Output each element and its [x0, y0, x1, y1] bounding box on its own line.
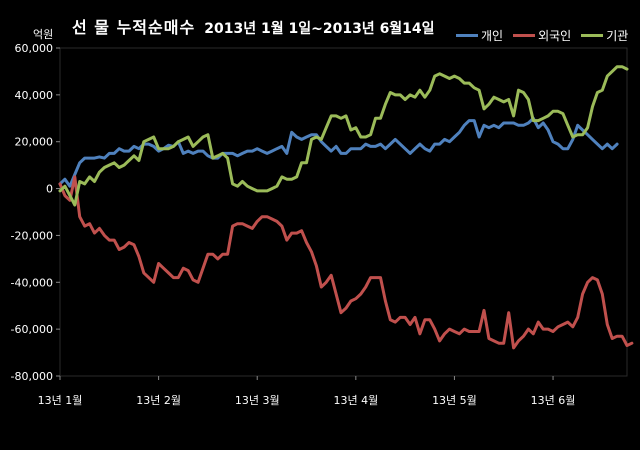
y-tick-label: -80,000: [11, 370, 53, 383]
y-tick-label: -20,000: [11, 229, 53, 242]
x-tick-label: 13년 2월: [136, 394, 181, 407]
chart-title-sub: 2013년 1월 1일~2013년 6월14일: [204, 21, 435, 37]
legend-item-individual: 개인: [456, 27, 503, 44]
x-tick-label: 13년 6월: [531, 394, 576, 407]
series-line-institution: [58, 65, 629, 207]
chart-title: 선 물 누적순매수 2013년 1월 1일~2013년 6월14일: [72, 14, 435, 38]
x-tick-label: 13년 3월: [235, 394, 280, 407]
legend-swatch-individual: [456, 34, 478, 37]
legend-item-foreign: 외국인: [513, 27, 571, 44]
x-axis: 13년 1월 13년 2월 13년 3월 13년 4월 13년 5월 13년 6월: [38, 376, 576, 407]
legend-swatch-institution: [581, 34, 604, 37]
y-tick-label: 0: [46, 183, 53, 196]
x-tick-label: 13년 1월: [38, 394, 83, 407]
y-tick-label: -60,000: [11, 323, 53, 336]
y-tick-label: 20,000: [15, 136, 54, 149]
x-tick-label: 13년 5월: [432, 394, 477, 407]
y-tick-label: 60,000: [15, 42, 54, 55]
chart-title-main: 선 물 누적순매수: [72, 18, 196, 37]
plot-area: [59, 47, 628, 377]
legend-label-individual: 개인: [481, 29, 504, 43]
y-axis-unit: 억원: [33, 28, 54, 41]
legend-label-institution: 기관: [606, 29, 629, 43]
legend-swatch-foreign: [513, 34, 536, 37]
x-tick-label: 13년 4월: [333, 394, 378, 407]
chart-legend: 개인 외국인 기관: [456, 27, 628, 44]
y-axis: 60,000 40,000 20,000 0 -20,000 -40,000 -60,000…: [11, 42, 60, 383]
legend-label-foreign: 외국인: [538, 29, 572, 43]
legend-item-institution: 기관: [581, 27, 628, 44]
y-tick-label: 40,000: [15, 89, 54, 102]
series-line-individual: [58, 116, 619, 188]
series-line-foreign: [58, 175, 634, 350]
series-lines: [58, 65, 634, 350]
y-tick-label: -40,000: [11, 276, 53, 289]
